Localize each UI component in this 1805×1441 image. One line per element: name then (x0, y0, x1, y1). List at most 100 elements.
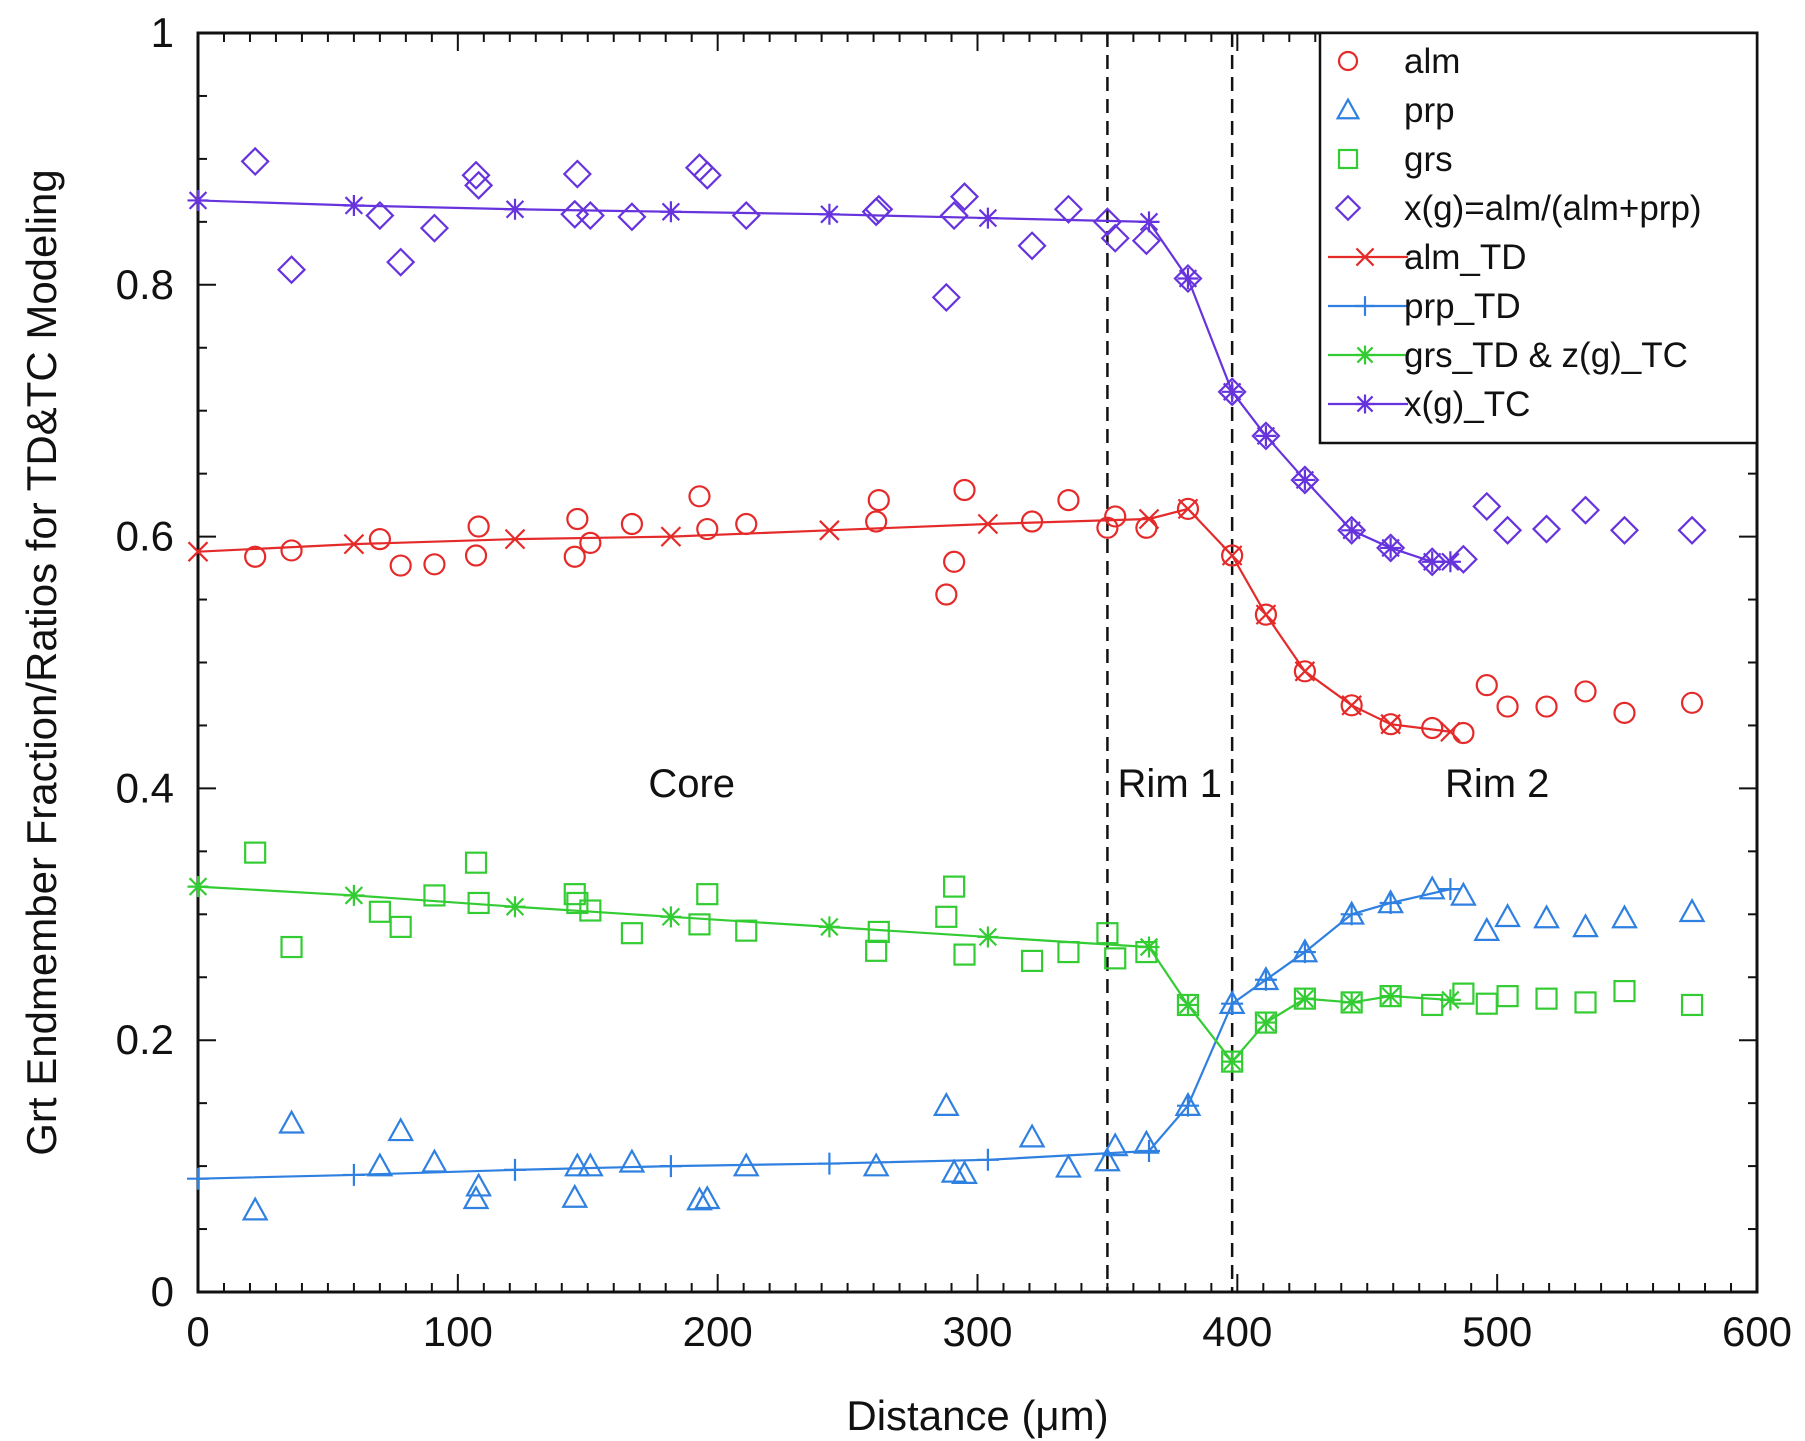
point-alm (953, 478, 976, 502)
point-x-g-tc (504, 198, 526, 220)
zone-label: Rim 1 (1118, 762, 1222, 806)
point-x-g-alm-alm-prp (1217, 377, 1247, 407)
point-x-g-alm-alm-prp (1417, 547, 1447, 577)
point-x-g-tc (1341, 519, 1363, 541)
point-grs-td-z-g-tc (1221, 1051, 1243, 1073)
point-grs (1680, 993, 1704, 1017)
point-x-g-alm-alm-prp (864, 194, 894, 224)
point-grs-td-z-g-tc (1255, 1012, 1277, 1034)
series-line-x-g-tc (197, 199, 1451, 563)
point-alm (688, 485, 711, 508)
point-prp (241, 1196, 269, 1221)
legend-marker (1334, 194, 1362, 222)
point-prp (366, 1152, 394, 1177)
point-x-g-alm-alm-prp (692, 160, 722, 190)
legend-box (1318, 31, 1759, 445)
point-prp (1450, 881, 1477, 906)
point-alm (1340, 694, 1363, 717)
point-x-g-tc (343, 194, 365, 216)
legend-label: alm (1404, 42, 1460, 81)
x-tick-label: 100 (423, 1308, 493, 1355)
point-x-g-tc (1138, 211, 1160, 233)
point-alm (1535, 695, 1558, 718)
point-grs (1135, 940, 1158, 964)
point-prp (1133, 1129, 1160, 1154)
series-line-prp-td (197, 888, 1451, 1180)
point-grs (467, 891, 490, 915)
point-x-g-alm-alm-prp (939, 200, 969, 231)
y-tick-label: 1 (151, 9, 174, 56)
point-x-g-tc (1221, 381, 1243, 403)
point-grs (1254, 1011, 1278, 1034)
point-grs-td-z-g-tc (1294, 988, 1316, 1010)
point-x-g-alm-alm-prp (1092, 207, 1122, 237)
point-alm (1475, 674, 1498, 697)
point-x-g-alm-alm-prp (731, 200, 761, 231)
point-prp (862, 1152, 890, 1177)
point-alm (696, 517, 719, 541)
point-prp (576, 1152, 604, 1177)
point-x-g-tc (1255, 425, 1277, 447)
point-grs-td-z-g-tc (1439, 989, 1461, 1011)
point-alm (1135, 516, 1158, 539)
point-grs-td-z-g-tc (1341, 991, 1363, 1013)
point-x-g-alm-alm-prp (1448, 544, 1478, 574)
point-prp (693, 1185, 721, 1210)
point-prp-td (1293, 941, 1316, 964)
legend-marker (1355, 247, 1375, 267)
point-grs-td-z-g-tc (343, 884, 365, 906)
point-alm (464, 544, 488, 567)
x-tick-label: 300 (942, 1308, 1012, 1355)
point-grs-td-z-g-tc (1177, 994, 1199, 1016)
point-alm (735, 512, 758, 536)
point-grs (1020, 949, 1044, 972)
point-alm-td (504, 528, 526, 550)
legend-marker (1337, 148, 1359, 170)
point-prp-td (503, 1158, 526, 1181)
point-prp (1055, 1153, 1082, 1178)
legend-marker (1355, 296, 1375, 316)
point-alm (467, 515, 490, 538)
point-x-g-alm-alm-prp (684, 153, 715, 183)
point-grs (867, 920, 890, 944)
point-prp (421, 1148, 448, 1173)
legend: alm prp grs x(g)=alm/(alm+prp) alm_TD prp_TDg… (1318, 31, 1759, 445)
point-prp-td (818, 1152, 841, 1175)
point-x-g-tc (1439, 551, 1461, 573)
point-prp (1533, 904, 1560, 929)
point-alm (280, 539, 303, 562)
point-prp-td (187, 1167, 209, 1190)
point-x-g-alm-alm-prp (276, 255, 307, 285)
y-tick-label: 0 (151, 1268, 174, 1315)
point-alm (1496, 695, 1519, 718)
point-alm (563, 545, 586, 568)
point-grs (1379, 985, 1402, 1008)
point-x-g-tc (818, 203, 840, 225)
x-tick-label: 600 (1722, 1308, 1792, 1355)
point-x-g-alm-alm-prp (949, 182, 980, 212)
point-alm (368, 528, 391, 551)
point-grs (566, 891, 589, 915)
y-tick-label: 0.2 (116, 1016, 174, 1063)
point-prp (561, 1183, 589, 1208)
zone-annotations: Core Rim 1 Rim 2 (648, 762, 1549, 806)
point-grs (1613, 979, 1636, 1003)
point-alm (423, 553, 446, 576)
point-prp-td (1221, 992, 1244, 1015)
point-grs (1057, 940, 1080, 964)
point-alm (244, 545, 267, 568)
point-prp (1418, 875, 1446, 900)
point-prp (686, 1186, 713, 1211)
point-grs-td-z-g-tc (660, 906, 682, 928)
point-grs (1221, 1050, 1244, 1073)
legend-marker (1355, 394, 1375, 414)
point-alm (1613, 701, 1636, 724)
x-tick-label: 200 (683, 1308, 753, 1355)
point-grs (1421, 993, 1444, 1017)
point-alm (943, 550, 966, 573)
y-axis-title: Grt Endmember Fraction/Ratios for TD&TC … (18, 169, 65, 1156)
point-prp (1174, 1091, 1202, 1116)
point-alm (579, 531, 602, 554)
point-x-g-alm-alm-prp (1570, 495, 1601, 525)
